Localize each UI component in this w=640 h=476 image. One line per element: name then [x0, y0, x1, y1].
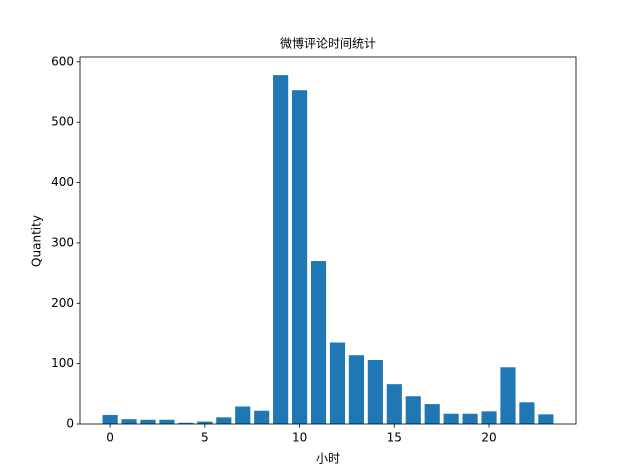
bar: [216, 417, 232, 424]
bar: [254, 410, 270, 424]
bar: [462, 413, 478, 424]
x-tick-label: 10: [292, 431, 307, 445]
bar: [159, 419, 175, 424]
bar: [329, 342, 346, 424]
y-tick-label: 200: [51, 296, 74, 310]
bar: [500, 367, 516, 424]
bar: [405, 396, 421, 424]
bar: [121, 419, 137, 424]
y-tick-label: 500: [51, 115, 74, 129]
bar: [235, 406, 251, 424]
x-tick-label: 20: [481, 431, 496, 445]
bar: [310, 261, 327, 424]
y-axis-label: Quantity: [30, 215, 44, 267]
bar: [443, 413, 459, 424]
x-tick-label: 5: [201, 431, 209, 445]
chart-title: 微博评论时间统计: [280, 36, 376, 51]
bar: [481, 411, 497, 424]
bar: [197, 421, 213, 424]
bar: [273, 75, 289, 424]
x-tick-label: 0: [106, 431, 114, 445]
bar: [538, 414, 554, 424]
y-tick-label: 300: [51, 235, 74, 249]
bar: [140, 419, 156, 424]
bar: [367, 360, 383, 424]
axes-frame: [79, 56, 577, 425]
bar: [386, 384, 402, 424]
y-tick-label: 100: [51, 356, 74, 370]
bar: [292, 90, 308, 425]
bar: [102, 414, 118, 424]
y-tick-label: 600: [51, 54, 74, 68]
x-tick-label: 15: [387, 431, 402, 445]
bar: [424, 404, 440, 424]
y-tick-label: 0: [66, 417, 74, 431]
x-axis-label: 小时: [316, 452, 340, 466]
bar: [519, 402, 535, 424]
bar: [178, 422, 194, 424]
bar: [348, 355, 364, 424]
y-tick-label: 400: [51, 175, 74, 189]
